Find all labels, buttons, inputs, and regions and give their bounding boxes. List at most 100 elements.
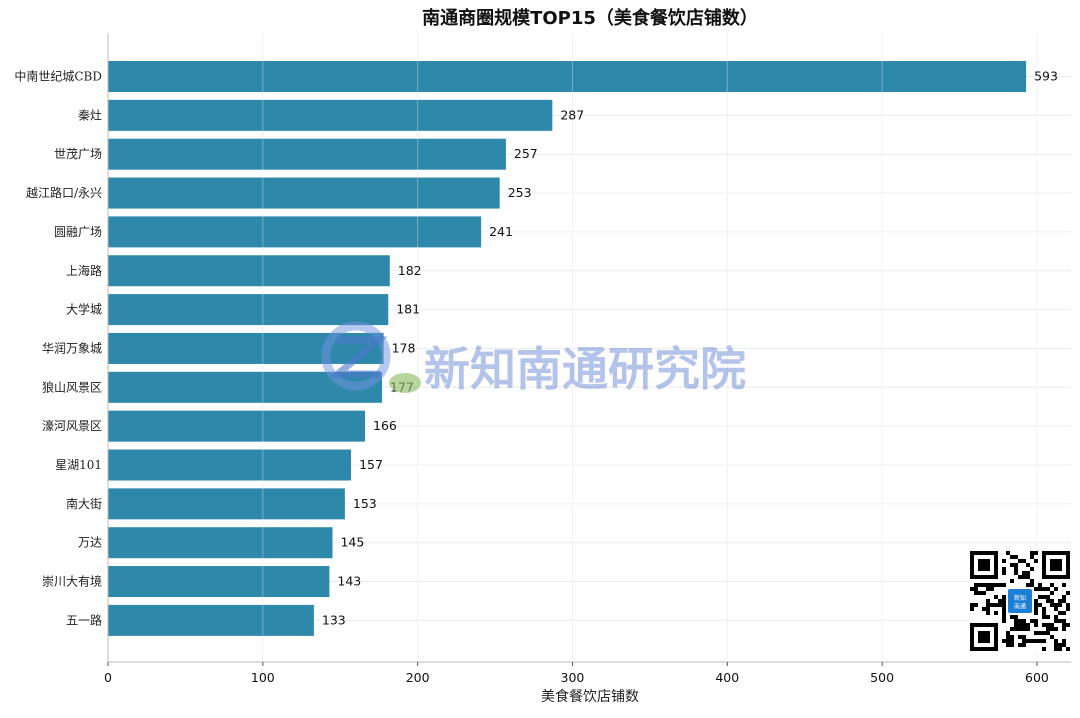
qr-module <box>1058 611 1062 615</box>
qr-module <box>1038 595 1042 599</box>
qr-module <box>1042 587 1046 591</box>
value-label: 287 <box>560 107 584 122</box>
value-label: 157 <box>359 457 383 472</box>
x-tick-label: 0 <box>104 670 112 685</box>
qr-module <box>1050 591 1054 595</box>
qr-module <box>1054 587 1058 591</box>
category-label: 世茂广场 <box>54 147 102 161</box>
qr-module <box>1022 643 1026 647</box>
labels-layer: 中南世纪城CBD 593 秦灶 287 世茂广场 257 越江路口/永兴 253 圆融广场 241… <box>14 69 1058 628</box>
bar <box>108 99 553 131</box>
qr-module <box>1002 571 1006 575</box>
qr-module <box>1034 611 1038 615</box>
qr-module <box>1058 643 1062 647</box>
watermark: 新知南通研究院 <box>321 321 746 396</box>
qr-module <box>1026 583 1030 587</box>
qr-module <box>1022 571 1026 575</box>
bar <box>108 61 1027 92</box>
qr-module <box>974 583 978 587</box>
qr-module <box>1042 611 1046 615</box>
qr-module <box>1002 639 1006 643</box>
qr-module <box>1058 619 1062 623</box>
qr-module <box>1010 643 1014 647</box>
qr-module <box>1058 599 1062 603</box>
qr-module <box>1042 615 1046 619</box>
qr-module <box>1014 571 1018 575</box>
qr-module <box>994 583 998 587</box>
bar <box>108 138 506 170</box>
qr-module <box>970 603 974 607</box>
qr-module <box>1022 627 1026 631</box>
qr-module <box>1002 583 1006 587</box>
qr-module <box>986 603 990 607</box>
qr-module <box>986 587 990 591</box>
category-label: 大学城 <box>66 302 102 317</box>
qr-module <box>990 587 994 591</box>
qr-module <box>1046 599 1050 603</box>
value-label: 181 <box>396 302 420 317</box>
qr-module <box>1066 607 1070 611</box>
value-label: 593 <box>1034 69 1058 84</box>
qr-module <box>1034 607 1038 611</box>
qr-module <box>1054 627 1058 631</box>
bar <box>108 604 314 636</box>
category-label: 万达 <box>78 536 102 550</box>
qr-module <box>1022 635 1026 639</box>
qr-module <box>1010 635 1014 639</box>
value-label: 257 <box>514 146 538 161</box>
qr-module <box>1010 615 1014 619</box>
qr-module <box>1002 611 1006 615</box>
qr-module <box>1050 603 1054 607</box>
qr-finder-inner <box>978 631 990 643</box>
qr-module <box>1062 611 1066 615</box>
qr-module <box>1014 627 1018 631</box>
qr-center-badge <box>1008 589 1032 613</box>
qr-module <box>1042 607 1046 611</box>
qr-module <box>1050 583 1054 587</box>
qr-module <box>978 591 982 595</box>
qr-module <box>1042 639 1046 643</box>
qr-module <box>1002 567 1006 571</box>
qr-module <box>994 595 998 599</box>
category-label: 狼山风景区 <box>42 379 102 394</box>
qr-module <box>1002 559 1006 563</box>
category-label: 秦灶 <box>78 108 102 122</box>
category-label: 星湖101 <box>55 457 102 472</box>
category-label: 崇川大有境 <box>42 574 102 589</box>
qr-module <box>974 587 978 591</box>
x-axis-title: 美食餐饮店铺数 <box>541 688 639 705</box>
qr-module <box>1034 631 1038 635</box>
watermark-text: 新知南通研究院 <box>424 342 746 396</box>
qr-module <box>1014 623 1018 627</box>
qr-module <box>1062 627 1066 631</box>
qr-module <box>1030 579 1034 583</box>
qr-module <box>1034 559 1038 563</box>
qr-module <box>1018 619 1022 623</box>
qr-module <box>1026 575 1030 579</box>
qr-module <box>998 603 1002 607</box>
qr-module <box>1014 555 1018 559</box>
category-label: 上海路 <box>66 263 102 278</box>
qr-module <box>1018 623 1022 627</box>
qr-module <box>1030 551 1034 555</box>
qr-module <box>1006 635 1010 639</box>
qr-module <box>1038 631 1042 635</box>
qr-module <box>1034 551 1038 555</box>
qr-module <box>1058 603 1062 607</box>
qr-module <box>1058 647 1062 651</box>
qr-module <box>970 607 974 611</box>
bar <box>108 566 330 598</box>
qr-module <box>1026 639 1030 643</box>
qr-module <box>1054 619 1058 623</box>
qr-module <box>998 583 1002 587</box>
qr-module <box>1022 575 1026 579</box>
qr-module <box>1030 619 1034 623</box>
qr-module <box>1034 599 1038 603</box>
qr-module <box>1002 607 1006 611</box>
qr-module <box>994 603 998 607</box>
qr-module <box>1050 635 1054 639</box>
qr-module <box>1046 627 1050 631</box>
qr-module <box>1034 639 1038 643</box>
qr-module <box>1010 639 1014 643</box>
value-label: 253 <box>508 185 532 200</box>
